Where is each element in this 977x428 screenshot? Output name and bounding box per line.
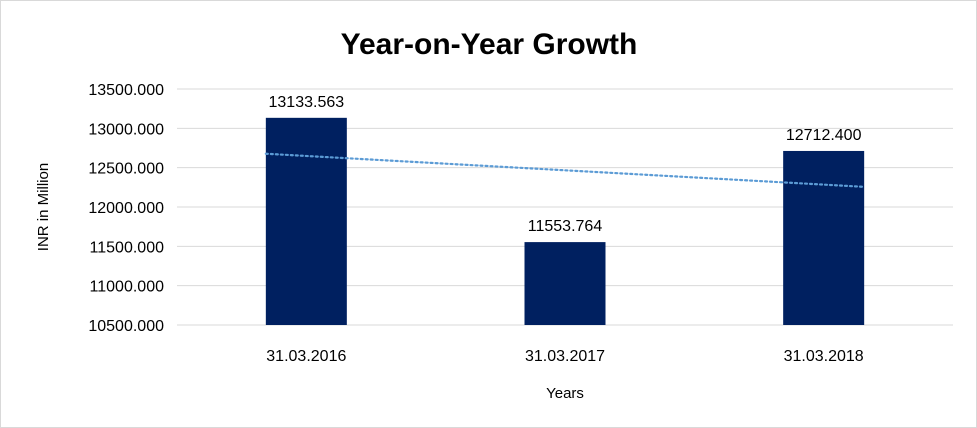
y-tick-label: 12000.000 — [88, 200, 164, 217]
y-axis-ticks: 10500.000 11000.000 11500.000 12000.000 1250… — [88, 82, 164, 335]
y-tick-label: 13500.000 — [88, 82, 164, 99]
y-tick-label: 11000.000 — [90, 279, 165, 296]
data-label: 12712.400 — [786, 127, 862, 144]
trendline-group — [264, 152, 866, 188]
trendline — [264, 152, 866, 188]
bar — [524, 242, 606, 325]
data-label: 13133.563 — [269, 94, 345, 111]
y-axis-title: INR in Million — [35, 163, 52, 251]
x-tick-label: 31.03.2016 — [266, 348, 346, 365]
data-label: 11553.764 — [528, 218, 603, 235]
x-tick-label: 31.03.2018 — [784, 348, 864, 365]
y-tick-label: 10500.000 — [88, 318, 164, 335]
y-tick-label: 12500.000 — [88, 161, 164, 178]
bar — [783, 150, 865, 325]
bar — [265, 117, 347, 325]
x-tick-label: 31.03.2017 — [525, 348, 605, 365]
y-tick-label: 11500.000 — [90, 239, 165, 256]
x-axis-title: Years — [546, 385, 584, 402]
bars — [265, 117, 865, 325]
y-tick-label: 13000.000 — [88, 121, 164, 138]
x-axis-ticks: 31.03.2016 31.03.2017 31.03.2018 — [266, 348, 864, 365]
data-labels: 13133.563 11553.764 12712.400 — [269, 94, 862, 235]
chart-title: Year-on-Year Growth — [341, 28, 638, 61]
